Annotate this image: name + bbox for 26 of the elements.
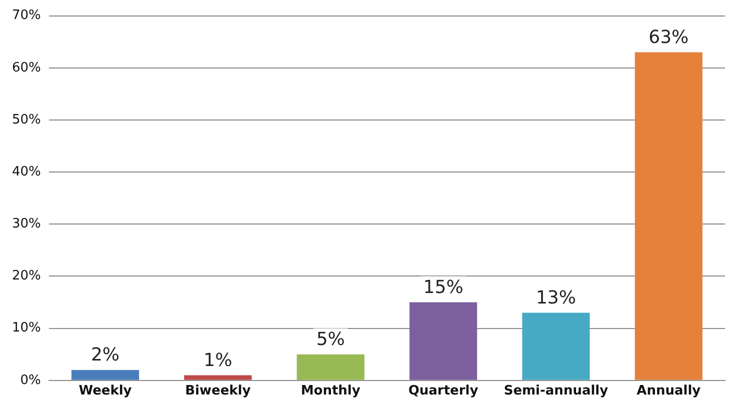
y-tick-label: 50% bbox=[12, 112, 41, 128]
bar bbox=[296, 354, 364, 380]
y-tick-label: 30% bbox=[12, 216, 41, 232]
data-label: 1% bbox=[204, 350, 232, 371]
x-tick-label: Quarterly bbox=[408, 384, 479, 399]
data-label: 5% bbox=[316, 329, 345, 350]
x-tick-label: Annually bbox=[636, 384, 702, 399]
bar bbox=[184, 375, 252, 380]
data-label: 13% bbox=[536, 287, 576, 308]
data-label: 63% bbox=[648, 26, 689, 48]
y-tick-label: 20% bbox=[12, 268, 41, 284]
y-tick-label: 60% bbox=[12, 60, 41, 76]
x-tick-label: Semi-annually bbox=[504, 384, 609, 399]
bar bbox=[522, 312, 590, 380]
x-tick-label: Monthly bbox=[300, 384, 361, 399]
bar bbox=[409, 302, 478, 380]
y-tick-label: 10% bbox=[12, 320, 41, 336]
data-label: 15% bbox=[423, 276, 464, 298]
x-tick-label: Biweekly bbox=[185, 384, 252, 399]
y-tick-label: 40% bbox=[12, 164, 41, 180]
data-label: 2% bbox=[90, 344, 120, 366]
x-tick-label: Weekly bbox=[78, 384, 132, 399]
bar bbox=[634, 52, 702, 380]
y-tick-label: 0% bbox=[20, 372, 41, 388]
bar bbox=[71, 370, 140, 380]
y-tick-label: 70% bbox=[12, 8, 41, 24]
